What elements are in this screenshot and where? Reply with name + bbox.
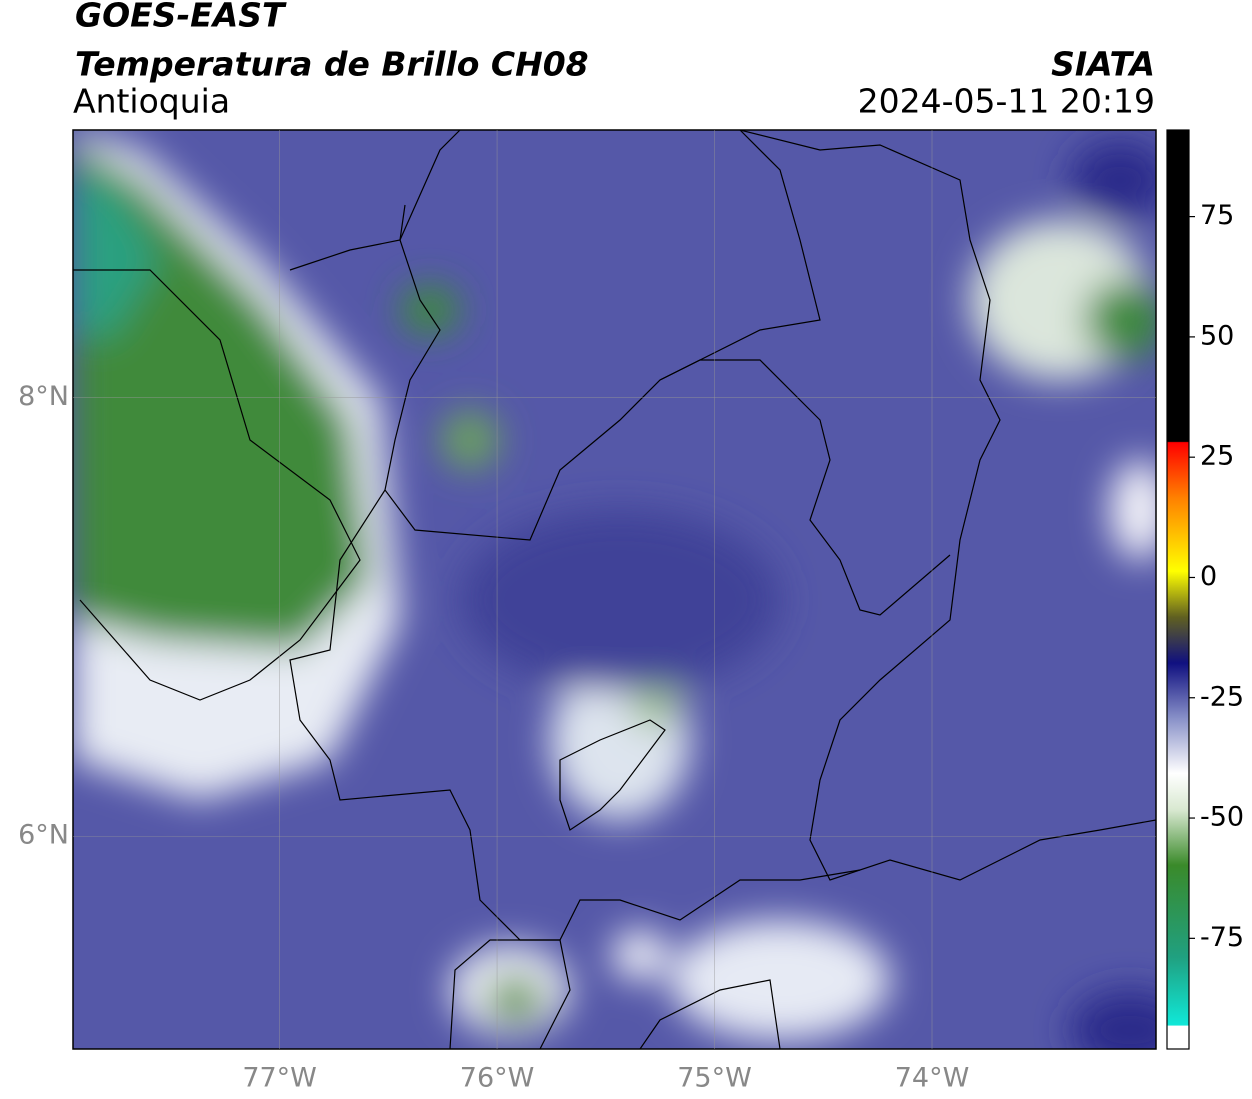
colorbar-tick-label: 25: [1200, 441, 1234, 472]
region: Antioquia: [73, 82, 230, 121]
title: GOES-EAST: [75, 0, 287, 35]
x-tick-label: 75°W: [677, 1063, 752, 1094]
source: SIATA: [1051, 45, 1155, 84]
x-tick-label: 74°W: [895, 1063, 970, 1094]
map-frame: [72, 129, 1157, 1050]
y-tick-label: 6°N: [18, 820, 69, 851]
y-tick-label: 8°N: [18, 381, 69, 412]
colorbar-tick-label: 75: [1200, 200, 1234, 231]
x-tick-label: 77°W: [242, 1063, 317, 1094]
colorbar-tick-label: 50: [1200, 320, 1234, 351]
colorbar-tick-label: 0: [1200, 561, 1217, 592]
colorbar-tick-label: -75: [1200, 922, 1244, 953]
colorbar-tick-label: -50: [1200, 802, 1244, 833]
datetime: 2024-05-11 20:19: [858, 82, 1155, 121]
colorbar: [1166, 129, 1190, 1050]
colorbar-tick-label: -25: [1200, 681, 1244, 712]
satellite-image: [73, 130, 1156, 1049]
subtitle: Temperatura de Brillo CH08: [75, 45, 589, 84]
x-tick-label: 76°W: [460, 1063, 535, 1094]
